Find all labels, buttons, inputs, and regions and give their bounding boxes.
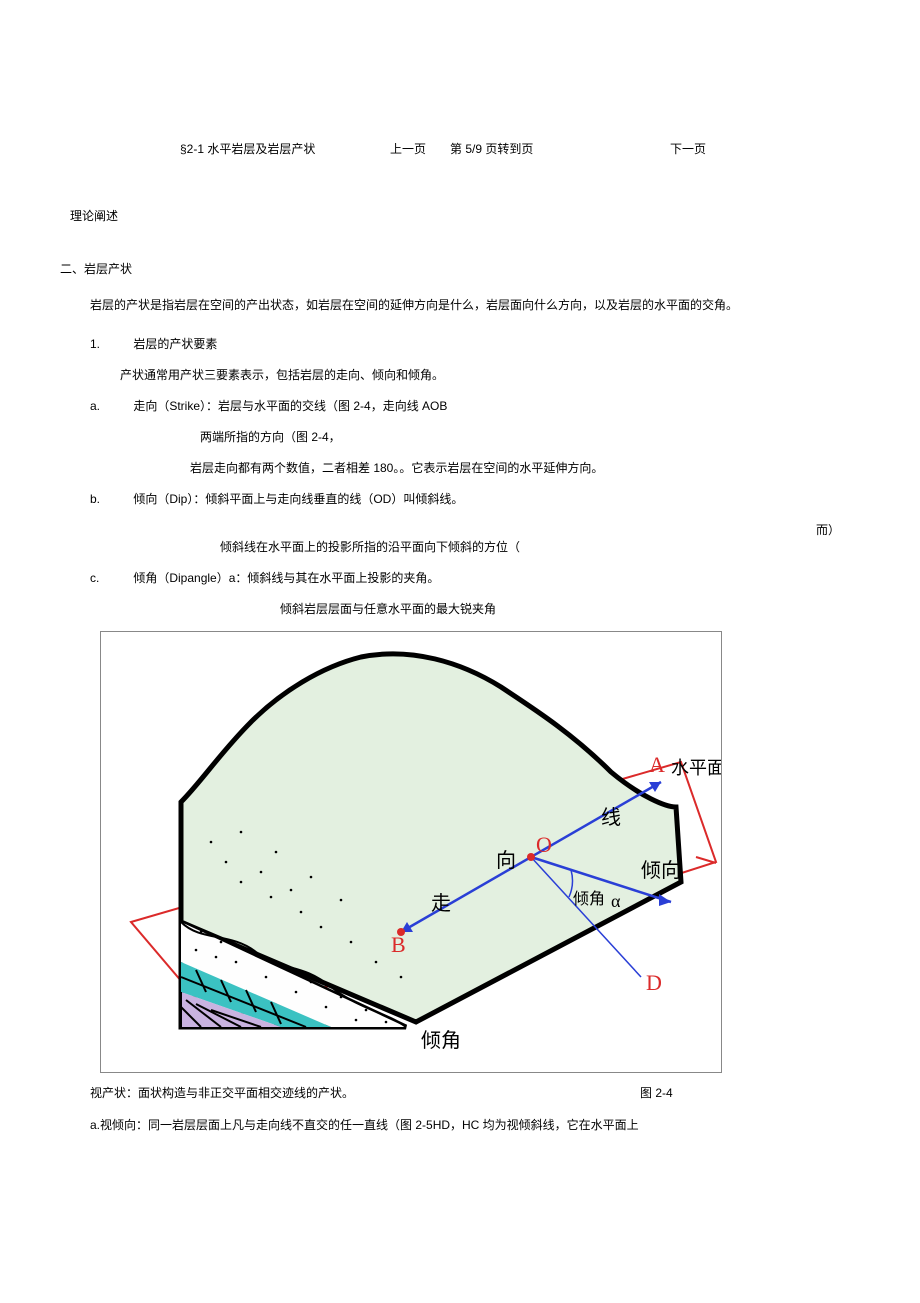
- label-line: 线: [601, 806, 621, 829]
- label-dip-angle: 倾角: [573, 890, 605, 908]
- item-c-line2: 倾斜岩层层面与任意水平面的最大锐夹角: [280, 600, 860, 617]
- list-number-b: b.: [90, 492, 130, 506]
- page-section-title: §2-1 水平岩层及岩层产状: [180, 140, 390, 157]
- item-b-line2: 倾斜线在水平面上的投影所指的沿平面向下倾斜的方位（: [220, 538, 860, 555]
- label-toward: 向: [496, 849, 516, 872]
- intro-paragraph: 岩层的产状是指岩层在空间的产出状态，如岩层在空间的延伸方向是什么，岩层面向什么方…: [90, 295, 860, 317]
- prev-page-link[interactable]: 上一页: [390, 140, 450, 157]
- label-B: B: [391, 932, 406, 957]
- item-c-line1: 倾角（Dipangle）a：倾斜线与其在水平面上投影的夹角。: [133, 571, 439, 585]
- label-D: D: [646, 970, 662, 995]
- list-number-1: 1.: [90, 337, 130, 351]
- apparent-attitude-text: 视产状：面状构造与非正交平面相交迹线的产状。: [90, 1084, 640, 1101]
- list-title-1: 岩层的产状要素: [133, 337, 217, 351]
- label-strike: 走: [431, 892, 451, 915]
- theory-heading: 理论阐述: [70, 207, 860, 224]
- footer-item-a: a.视倾向：同一岩层层面上凡与走向线不直交的任一直线（图 2-5HD，HC 均为…: [90, 1115, 860, 1137]
- next-page-link[interactable]: 下一页: [670, 140, 706, 157]
- item-a-line2: 两端所指的方向（图 2-4，: [200, 428, 860, 445]
- figure-2-4: A 水平面 线 向 O 倾向 走 倾角 α B D 倾角: [100, 631, 860, 1076]
- label-O: O: [536, 832, 552, 857]
- figure-caption: 图 2-4: [640, 1084, 860, 1101]
- item-a-line1: 走向（Strike）：岩层与水平面的交线（图 2-4，走向线 AOB: [133, 399, 447, 413]
- item-a-line3: 岩层走向都有两个数值，二者相差 180。。它表示岩层在空间的水平延伸方向。: [190, 459, 860, 476]
- item-b-right-fragment: 而）: [816, 521, 840, 538]
- list-number-a: a.: [90, 399, 130, 413]
- list-1-body: 产状通常用产状三要素表示，包括岩层的走向、倾向和倾角。: [120, 366, 860, 383]
- item-b-line1: 倾向（Dip）：倾斜平面上与走向线垂直的线（OD）叫倾斜线。: [133, 492, 463, 506]
- label-dip-angle-bottom: 倾角: [421, 1029, 461, 1052]
- list-number-c: c.: [90, 571, 130, 585]
- label-dip-direction: 倾向: [641, 859, 681, 882]
- label-A: A: [649, 752, 665, 777]
- label-horizontal-plane: 水平面: [671, 758, 722, 778]
- section-heading: 二、岩层产状: [60, 260, 860, 277]
- strike-dip-diagram: A 水平面 线 向 O 倾向 走 倾角 α B D 倾角: [100, 631, 722, 1073]
- page-indicator: 第 5/9 页转到页: [450, 140, 670, 157]
- label-alpha: α: [611, 891, 621, 911]
